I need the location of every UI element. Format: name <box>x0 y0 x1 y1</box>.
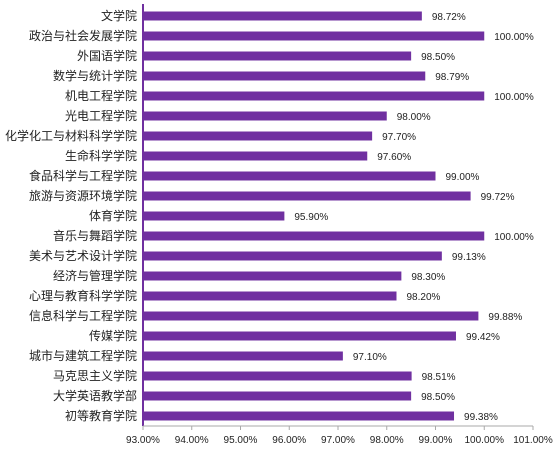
category-label: 外国语学院 <box>77 48 137 63</box>
bar-6 <box>143 131 373 141</box>
bar-20 <box>143 411 455 421</box>
bar-8 <box>143 171 436 181</box>
value-label: 98.00% <box>397 112 431 123</box>
value-label: 97.70% <box>382 132 416 143</box>
value-label: 99.00% <box>446 172 480 183</box>
bar-4 <box>143 91 485 101</box>
value-label: 98.51% <box>422 372 456 383</box>
value-label: 99.38% <box>464 412 498 423</box>
x-tick-label: 96.00% <box>272 435 306 446</box>
value-label: 98.72% <box>432 12 466 23</box>
bar-17 <box>143 351 343 361</box>
value-label: 100.00% <box>494 92 534 103</box>
category-label: 机电工程学院 <box>65 88 137 103</box>
bar-11 <box>143 231 485 241</box>
bars-layer <box>143 11 485 421</box>
value-label: 98.50% <box>421 392 455 403</box>
value-label: 100.00% <box>494 32 534 43</box>
bar-13 <box>143 271 402 281</box>
bar-1 <box>143 31 485 41</box>
bar-10 <box>143 211 285 221</box>
category-label: 旅游与资源环境学院 <box>29 188 137 203</box>
x-tick-label: 94.00% <box>175 435 209 446</box>
bar-16 <box>143 331 456 341</box>
category-label: 数学与统计学院 <box>53 68 137 83</box>
x-tick-label: 95.00% <box>224 435 258 446</box>
category-label: 传媒学院 <box>89 328 137 343</box>
value-label: 98.50% <box>421 52 455 63</box>
category-label: 体育学院 <box>89 208 137 223</box>
category-label: 信息科学与工程学院 <box>29 308 137 323</box>
value-label: 95.90% <box>294 212 328 223</box>
category-label: 光电工程学院 <box>65 108 137 123</box>
x-tick-label: 100.00% <box>465 435 505 446</box>
value-label: 99.72% <box>481 192 515 203</box>
category-labels: 文学院政治与社会发展学院外国语学院数学与统计学院机电工程学院光电工程学院化学化工… <box>5 8 137 423</box>
bar-18 <box>143 371 412 381</box>
value-label: 99.88% <box>488 312 522 323</box>
bar-3 <box>143 71 426 81</box>
category-label: 心理与教育科学学院 <box>29 288 137 303</box>
bar-0 <box>143 11 422 21</box>
category-label: 生命科学学院 <box>65 148 137 163</box>
x-tick-labels: 93.00% 94.00% 95.00% 96.00% 97.00% 98.00% 99.0… <box>126 435 553 446</box>
x-tick-label: 97.00% <box>321 435 355 446</box>
bar-2 <box>143 51 412 61</box>
value-labels: 98.72% 100.00% 98.50% 98.79% 100.00% 98.00% 97… <box>294 12 533 423</box>
value-label: 99.42% <box>466 332 500 343</box>
category-label: 大学英语教学部 <box>53 388 137 403</box>
bar-12 <box>143 251 442 261</box>
value-label: 98.30% <box>411 272 445 283</box>
bar-7 <box>143 151 368 161</box>
value-label: 97.10% <box>353 352 387 363</box>
category-label: 美术与艺术设计学院 <box>29 248 137 263</box>
category-label: 马克思主义学院 <box>53 368 137 383</box>
category-label: 初等教育学院 <box>65 408 137 423</box>
value-label: 97.60% <box>377 152 411 163</box>
category-label: 音乐与舞蹈学院 <box>53 228 137 243</box>
value-label: 99.13% <box>452 252 486 263</box>
category-label: 文学院 <box>101 8 137 23</box>
bar-15 <box>143 311 479 321</box>
category-label: 经济与管理学院 <box>53 268 137 283</box>
category-label: 食品科学与工程学院 <box>29 168 137 183</box>
value-label: 100.00% <box>494 232 534 243</box>
x-tick-label: 98.00% <box>370 435 404 446</box>
category-label: 政治与社会发展学院 <box>29 28 137 43</box>
value-label: 98.79% <box>435 72 469 83</box>
bar-14 <box>143 291 397 301</box>
category-label: 化学化工与材料科学学院 <box>5 128 137 143</box>
category-label: 城市与建筑工程学院 <box>29 348 137 363</box>
x-tick-label: 93.00% <box>126 435 160 446</box>
bar-5 <box>143 111 387 121</box>
bar-19 <box>143 391 412 401</box>
bar-9 <box>143 191 471 201</box>
x-tick-label: 99.00% <box>419 435 453 446</box>
axes <box>142 4 534 430</box>
value-label: 98.20% <box>407 292 441 303</box>
x-tick-label: 101.00% <box>513 435 553 446</box>
